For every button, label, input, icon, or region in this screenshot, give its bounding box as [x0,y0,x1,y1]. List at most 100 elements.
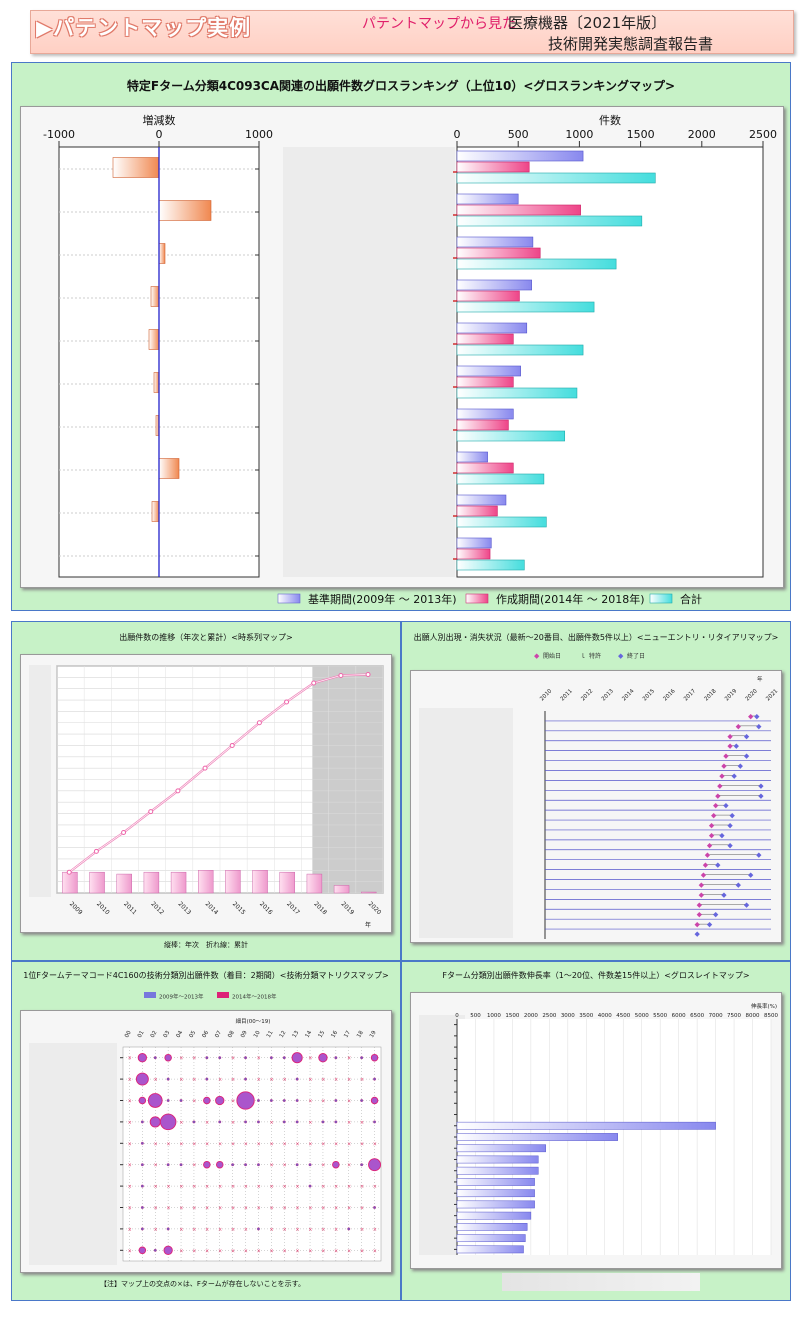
entry-start-marker: ◆ [703,861,709,869]
matrix-col-label: 03 [163,1030,172,1039]
matrix-col-label: 19 [369,1030,378,1039]
timeseries-bar [89,871,105,894]
matrix-area [122,1046,382,1262]
entry-label-placeholder [419,708,513,938]
matrix-cross: × [308,1227,312,1233]
category-label-column [283,147,455,577]
matrix-title: 1位Fタームテーマコード4C160の技術分類別出願件数（着目：2期間）<技術分類… [23,971,389,980]
counts-tick-label: 500 [508,128,529,141]
matrix-cross: × [308,1120,312,1126]
matrix-bubble [166,1163,170,1167]
matrix-bubble [244,1056,247,1060]
entry-end-marker: ◆ [756,851,762,859]
matrix-cross: × [270,1227,274,1233]
growth-tick-label: 5500 [653,1013,667,1019]
matrix-cross: × [231,1206,235,1212]
matrix-cross: × [192,1077,196,1083]
entry-year-label: 2016 [662,688,676,702]
counts-tick-label: 2000 [688,128,716,141]
matrix-bubble [164,1053,172,1062]
ranking-plot: 増減数 -1000 0 1000 件数 0 500 1000 1500 2000 2500 [20,106,784,588]
matrix-cross: × [257,1141,261,1147]
timeseries-xunit: 年 [365,921,371,929]
entry-start-marker: ◆ [723,752,729,760]
matrix-bubble [373,1206,376,1209]
entry-end-marker: ◆ [721,891,727,899]
matrix-bubble [244,1120,247,1124]
entry-legend-end: 終了日 [627,652,645,660]
growth-tick-label: 4000 [598,1013,612,1019]
matrix-bubble [163,1245,173,1255]
timeseries-point [148,809,154,815]
matrix-cross: × [218,1184,222,1190]
entry-end-marker: ◆ [734,742,740,750]
entry-legend-patent: 特許 [589,652,601,660]
matrix-bubble [282,1056,286,1060]
page-title: ▶パテントマップ実例 [36,16,252,40]
timeseries-xtick: 2019 [339,900,355,916]
matrix-cross: × [205,1184,209,1190]
matrix-bubble [138,1096,147,1105]
counts-bar [456,172,656,184]
entry-end-marker: ◆ [707,921,713,929]
counts-bar [456,451,488,463]
matrix-bubble [269,1056,273,1060]
matrix-cross: × [334,1077,338,1083]
timeseries-xtick: 2009 [68,900,84,916]
counts-bar [456,559,525,571]
matrix-bubble [318,1053,328,1063]
matrix-bubble [373,1120,376,1124]
matrix-cross: × [282,1077,286,1083]
matrix-bubble [140,1227,144,1231]
entry-end-marker: ◆ [729,812,735,820]
ranking-title: 特定Fターム分類4C093CA関連の出願件数グロスランキング（上位10）<グロス… [126,79,676,93]
counts-bar [456,150,584,162]
timeseries-bar [279,871,295,894]
counts-bar [456,290,520,302]
matrix-bubble [153,1248,157,1252]
counts-tick-label: 2500 [749,128,777,141]
matrix-cross: × [153,1184,157,1190]
delta-tick-label: 1000 [245,128,273,141]
matrix-cross: × [321,1248,325,1254]
matrix-cross: × [218,1077,222,1083]
entry-start-marker: ◆ [719,772,725,780]
growth-bar [456,1223,528,1231]
counts-axis-label: 件数 [599,114,621,127]
matrix-cross: × [347,1248,351,1254]
delta-bar [158,458,180,479]
timeseries-xtick: 2010 [95,900,111,916]
counts-bar [456,236,534,248]
matrix-bubble [231,1163,235,1167]
delta-bar [158,200,212,221]
matrix-bubble [282,1120,286,1124]
timeseries-xtick: 2016 [258,900,274,916]
entry-start-marker: ◆ [711,812,717,820]
matrix-cross: × [334,1227,338,1233]
matrix-cross: × [257,1056,261,1062]
matrix-cross: × [205,1227,209,1233]
matrix-cross: × [282,1184,286,1190]
matrix-bubble [370,1096,379,1105]
timeseries-point [338,672,344,678]
entry-year-label: 2015 [642,688,656,702]
matrix-cross: × [347,1184,351,1190]
timeseries-point [202,765,208,771]
entry-start-marker: ◆ [709,822,715,830]
matrix-bubble [334,1099,338,1102]
delta-bar [153,372,160,393]
timeseries-label-placeholder [29,665,51,897]
counts-bar [456,548,491,560]
matrix-bubble [269,1099,273,1102]
matrix-bubble [373,1077,376,1081]
growth-tick-label: 0 [455,1013,459,1019]
growth-bar [456,1234,526,1243]
matrix-cross: × [128,1248,132,1254]
matrix-cross: × [270,1163,274,1169]
matrix-bubble [166,1227,170,1231]
timeseries-plot: 2009 2010 2011 2012 2013 2014 2015 2016 2017 2018… [20,654,392,933]
svg-text:ｌ: ｌ [580,653,586,660]
matrix-bubble [135,1072,149,1086]
timeseries-xtick: 2014 [204,900,220,916]
matrix-bubble [140,1163,144,1167]
